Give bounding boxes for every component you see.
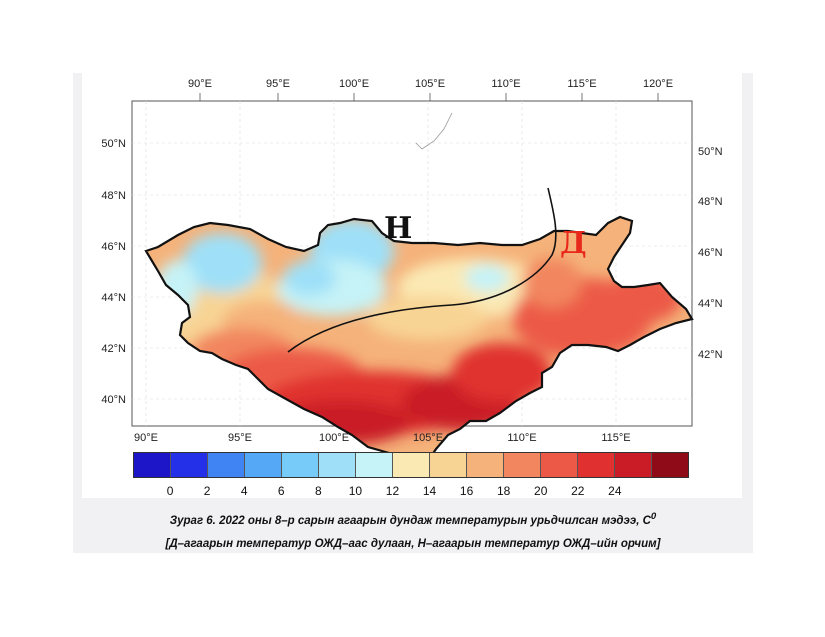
bottom-lon-label: 100°E [319,432,349,444]
bottom-lon-label: 90°E [134,432,158,444]
colorbar-swatch [356,453,393,477]
colorbar-swatch [171,453,208,477]
colorbar-swatch [393,453,430,477]
right-lat-label: 48°N [698,196,723,208]
colorbar-label: 16 [459,484,474,498]
left-lat-label: 40°N [101,394,126,406]
top-lon-label: 110°E [491,78,520,90]
colorbar-swatch [134,453,171,477]
temperature-map-figure: Н Д 90°E 95°E 100°E 105°E 110°E 115°E 120°E 90… [82,73,742,498]
colorbar-label: 24 [608,484,622,498]
figure-caption: Зураг 6. 2022 оны 8–р сарын агаарын дунд… [73,511,753,527]
colorbar-swatch [541,453,578,477]
top-lon-label: 105°E [415,78,445,90]
left-lat-label: 46°N [101,241,126,253]
left-lat-label: 44°N [101,292,126,304]
top-lon-label: 100°E [339,78,369,90]
mongolia-temperature-map: Н Д 90°E 95°E 100°E 105°E 110°E 115°E 120°E 90… [101,78,723,467]
top-lon-label: 120°E [643,78,673,90]
colorbar-labels: 0 2 4 6 8 10 12 14 16 18 20 22 24 [133,484,689,500]
left-lat-label: 50°N [101,138,126,150]
colorbar-label: 14 [422,484,437,498]
bottom-lon-label: 95°E [228,432,252,444]
colorbar-swatch [504,453,541,477]
caption-line1: Зураг 6. 2022 оны 8–р сарын агаарын дунд… [169,514,651,527]
region-label-d: Д [560,226,587,261]
colorbar-label: 6 [277,484,285,498]
top-longitude-labels: 90°E 95°E 100°E 105°E 110°E 115°E 120°E [188,78,673,90]
temperature-colorbar [133,452,689,478]
colorbar-swatch [208,453,245,477]
colorbar-swatch [467,453,504,477]
colorbar-swatch [578,453,615,477]
colorbar-label: 20 [534,484,548,498]
right-lat-label: 46°N [698,247,723,259]
colorbar-swatch [282,453,319,477]
colorbar-label: 8 [314,484,322,498]
right-lat-label: 44°N [698,298,723,310]
colorbar-label: 10 [348,484,363,498]
colorbar-swatch [430,453,467,477]
colorbar-swatch [615,453,652,477]
top-tick-marks [199,93,659,101]
neighbour-border [415,112,453,150]
region-label-n: Н [384,211,412,246]
colorbar-label: 4 [240,484,248,498]
right-lat-label: 42°N [698,349,723,361]
colorbar-swatch [245,453,282,477]
region-divider-line [287,187,557,353]
top-lon-label: 95°E [266,78,290,90]
colorbar-label: 2 [203,484,211,498]
bottom-longitude-labels: 90°E 95°E 100°E 105°E 110°E 115°E [134,432,631,444]
colorbar-label: 22 [571,484,585,498]
colorbar-label: 0 [166,484,174,498]
bottom-lon-label: 105°E [413,432,443,444]
left-latitude-labels: 50°N 48°N 46°N 44°N 42°N 40°N [101,138,126,406]
colorbar-label: 18 [496,484,511,498]
bottom-lon-label: 115°E [601,432,630,444]
top-lon-label: 115°E [567,78,596,90]
colorbar-label: 12 [385,484,400,498]
colorbar-swatch [319,453,356,477]
top-lon-label: 90°E [188,78,212,90]
colorbar-swatch [652,453,688,477]
left-lat-label: 48°N [101,190,126,202]
right-latitude-labels: 50°N 48°N 46°N 44°N 42°N [698,146,723,361]
figure-caption-legend: [Д–агаарын температур ОЖД–аас дулаан, Н–… [165,538,661,550]
left-lat-label: 42°N [101,343,126,355]
bottom-lon-label: 110°E [507,432,536,444]
caption-degree-sup: 0 [650,511,657,522]
right-lat-label: 50°N [698,146,723,158]
